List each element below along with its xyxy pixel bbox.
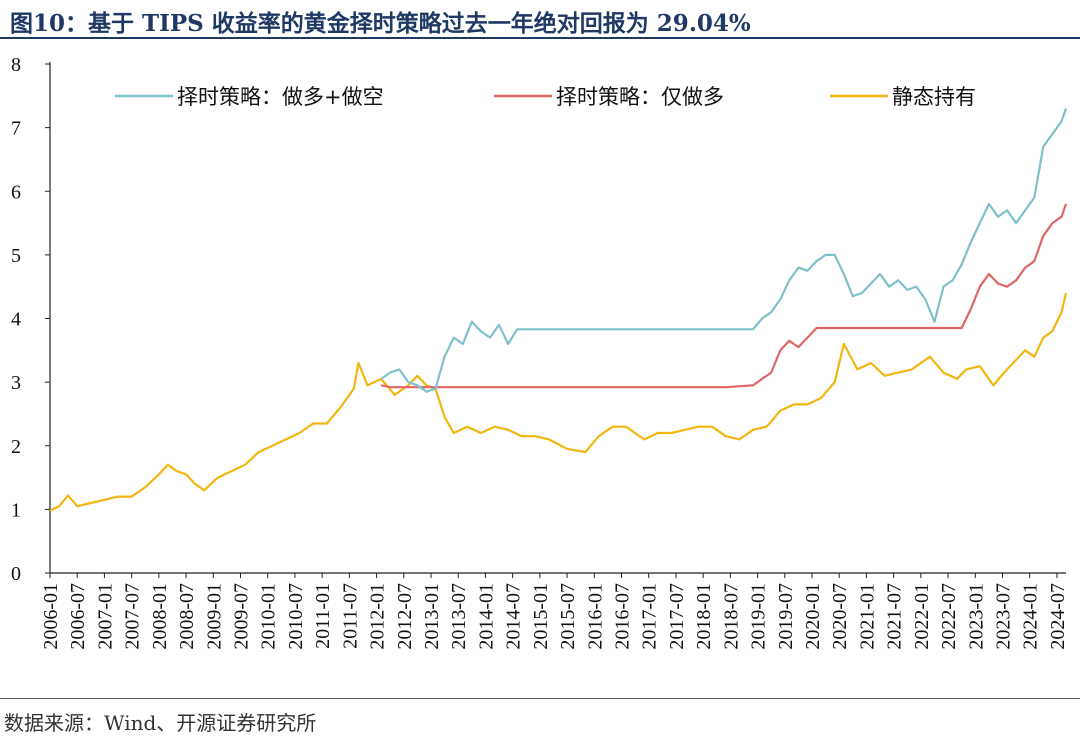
x-tick-label: 2015-01: [530, 583, 552, 650]
x-tick-label: 2006-07: [67, 583, 89, 650]
x-tick-label: 2008-01: [149, 583, 171, 650]
x-tick-label: 2010-07: [285, 583, 307, 650]
x-tick-label: 2019-01: [748, 583, 770, 650]
data-source-note: 数据来源：Wind、开源证券研究所: [4, 711, 317, 735]
x-tick-label: 2021-01: [856, 583, 878, 650]
y-tick-label: 8: [11, 54, 21, 76]
x-tick-label: 2012-07: [394, 583, 416, 650]
x-tick-label: 2024-07: [1047, 583, 1069, 650]
x-tick-label: 2023-01: [965, 583, 987, 650]
y-tick-label: 1: [11, 499, 21, 521]
x-tick-label: 2014-01: [475, 583, 497, 650]
legend-label-1: 择时策略：做多+做空: [177, 85, 384, 109]
series-line-2: [380, 203, 1068, 389]
x-tick-label: 2019-07: [775, 583, 797, 650]
x-tick-label: 2013-07: [448, 583, 470, 650]
x-tick-label: 2017-01: [639, 583, 661, 650]
x-tick-label: 2013-01: [421, 583, 443, 650]
x-tick-label: 2023-07: [993, 583, 1015, 650]
x-tick-label: 2012-01: [367, 583, 389, 650]
x-tick-label: 2014-07: [503, 583, 525, 650]
y-tick-label: 7: [11, 118, 21, 140]
x-tick-label: 2015-07: [557, 583, 579, 650]
chart-legend: 择时策略：做多+做空 择时策略：仅做多 静态持有: [115, 85, 976, 109]
y-tick-label: 0: [11, 563, 21, 585]
x-tick-label: 2022-07: [938, 583, 960, 650]
title-divider: [0, 37, 1080, 39]
x-tick-label: 2021-07: [884, 583, 906, 650]
x-tick-label: 2016-07: [612, 583, 634, 650]
series-layer: [49, 108, 1068, 512]
y-tick-label: 5: [11, 245, 21, 267]
legend-label-2: 择时策略：仅做多: [556, 85, 724, 109]
x-tick-label: 2020-07: [829, 583, 851, 650]
x-tick-label: 2009-01: [203, 583, 225, 650]
x-tick-label: 2010-01: [258, 583, 280, 650]
x-tick-label: 2022-01: [911, 583, 933, 650]
source-divider: [0, 698, 1080, 699]
y-tick-label: 6: [11, 181, 21, 203]
x-tick-label: 2018-07: [720, 583, 742, 650]
x-tick-label: 2007-07: [122, 583, 144, 650]
figure-title: 图10：基于 TIPS 收益率的黄金择时策略过去一年绝对回报为 29.04%: [10, 10, 751, 37]
y-tick-label: 3: [11, 372, 21, 394]
x-tick-label: 2024-01: [1020, 583, 1042, 650]
x-tick-label: 2006-01: [40, 583, 62, 650]
x-tick-label: 2017-07: [666, 583, 688, 650]
y-tick-label: 2: [11, 436, 21, 458]
x-tick-label: 2009-07: [231, 583, 253, 650]
x-tick-label: 2011-01: [312, 583, 334, 649]
legend-label-3: 静态持有: [892, 85, 976, 109]
x-tick-label: 2008-07: [176, 583, 198, 650]
x-tick-label: 2018-01: [693, 583, 715, 650]
series-line-1: [380, 108, 1068, 393]
x-tick-label: 2016-01: [584, 583, 606, 650]
series-line-3: [49, 292, 1068, 512]
x-tick-label: 2007-01: [94, 583, 116, 650]
x-tick-label: 2020-01: [802, 583, 824, 650]
x-tick-label: 2011-07: [339, 583, 361, 649]
y-tick-label: 4: [11, 309, 21, 331]
